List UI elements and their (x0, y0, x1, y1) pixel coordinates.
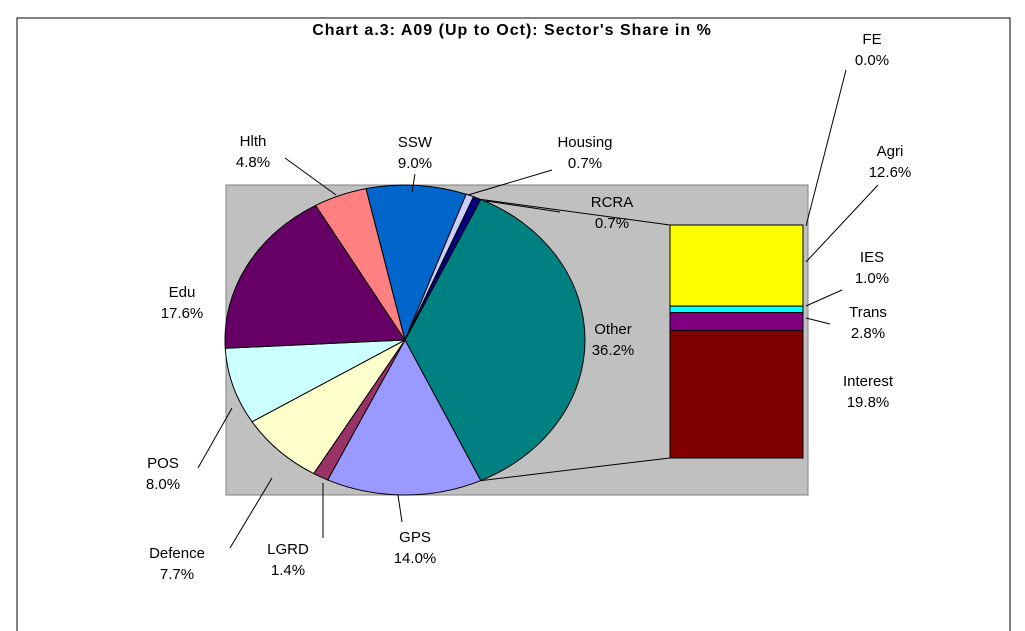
slice-label: SSW (398, 134, 433, 151)
chart-title: Chart a.3: A09 (Up to Oct): Sector's Sha… (312, 22, 712, 39)
leader-line (805, 289, 843, 307)
bar-value-label: 12.6% (869, 164, 912, 181)
pie-slice (224, 339, 406, 423)
leader-line (411, 173, 416, 193)
chart-border (16, 17, 1011, 631)
slice-value-label: 1.4% (271, 562, 305, 579)
leader-line (485, 200, 561, 213)
slice-label: Housing (557, 134, 612, 151)
pie-slice (326, 338, 482, 496)
slice-value-label: 17.6% (161, 305, 204, 322)
slice-label: POS (147, 455, 179, 472)
bar-segment (669, 312, 804, 332)
slice-value-label: 7.7% (160, 566, 194, 583)
slice-value-label: 4.8% (236, 154, 270, 171)
bar-label: Trans (849, 304, 887, 321)
slice-value-label: 0.7% (595, 215, 629, 232)
leader-line (229, 477, 273, 549)
leader-line (197, 407, 233, 469)
connector-line (480, 457, 671, 482)
slice-value-label: 36.2% (592, 342, 635, 359)
leader-line (805, 317, 831, 325)
slice-value-label: 9.0% (398, 155, 432, 172)
slice-label: Defence (149, 545, 205, 562)
leader-line (397, 494, 403, 523)
leader-line (805, 69, 847, 227)
bar-segment (669, 224, 804, 307)
slice-label: Other (594, 321, 632, 338)
slice-label: Edu (169, 284, 196, 301)
slice-label: LGRD (267, 541, 309, 558)
pie-slice (404, 198, 586, 482)
pie-slice (224, 204, 406, 349)
bar-label: Interest (843, 373, 894, 390)
bar-value-label: 19.8% (847, 394, 890, 411)
slice-value-label: 0.7% (568, 155, 602, 172)
bar-value-label: 0.0% (855, 52, 889, 69)
bar-label: IES (860, 249, 884, 266)
bar-value-label: 2.8% (851, 325, 885, 342)
leader-line (467, 169, 553, 196)
bar-segment (669, 330, 804, 459)
bar-segment (669, 305, 804, 314)
slice-label: Hlth (240, 133, 267, 150)
bar-label: FE (862, 31, 881, 48)
slice-value-label: 8.0% (146, 476, 180, 493)
slice-label: GPS (399, 529, 431, 546)
connector-line (480, 198, 671, 226)
slice-label: RCRA (591, 194, 634, 211)
leader-line (805, 184, 879, 263)
bar-value-label: 1.0% (855, 270, 889, 287)
pie-slice (404, 196, 482, 341)
leader-line (284, 157, 337, 196)
slice-value-label: 14.0% (394, 550, 437, 567)
bar-label: Agri (877, 143, 904, 160)
pie-slice (365, 184, 467, 342)
